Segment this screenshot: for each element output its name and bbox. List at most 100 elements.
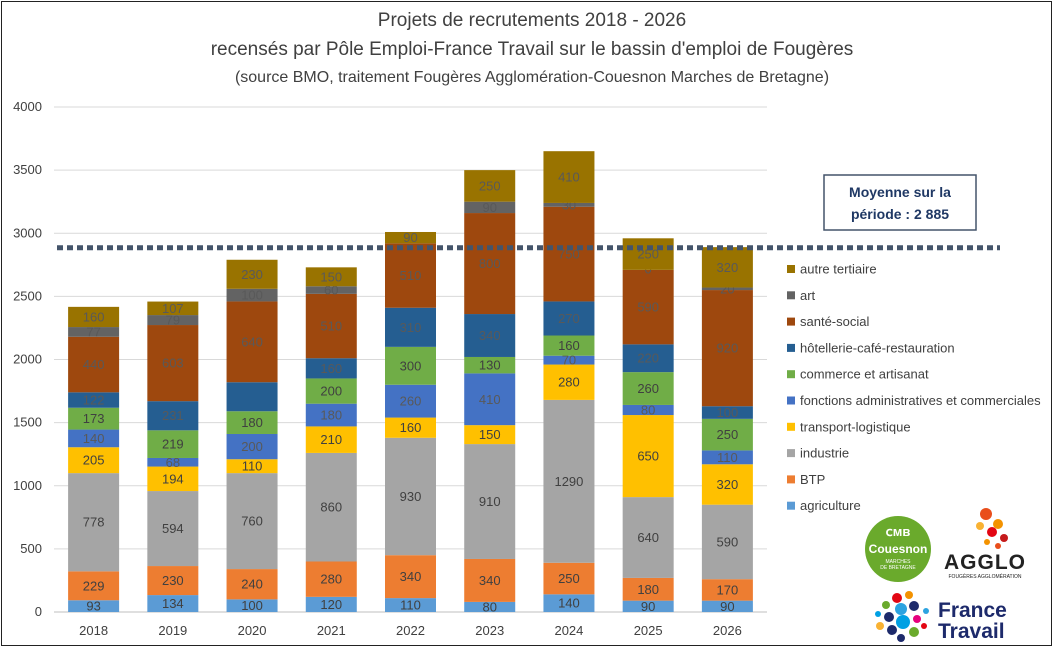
data-label: 930	[400, 489, 422, 504]
legend-swatch	[787, 370, 795, 379]
bar-segment	[68, 429, 120, 448]
france-travail-dot	[884, 612, 894, 622]
x-tick-label: 2025	[634, 623, 663, 638]
legend-item: hôtellerie-café-restauration	[787, 340, 955, 355]
legend-label: autre tertiaire	[800, 262, 877, 277]
bar-segment	[385, 417, 436, 438]
data-label: 90	[641, 599, 655, 614]
bar-segment	[622, 600, 674, 612]
france-travail-dot	[923, 608, 929, 614]
data-label: 230	[241, 267, 263, 282]
bar-segment	[226, 411, 278, 434]
legend-swatch	[787, 291, 795, 300]
data-label: 70	[562, 353, 576, 368]
data-label: 100	[241, 598, 263, 613]
bar-segment	[385, 346, 436, 385]
bar-segment	[226, 459, 278, 474]
france-travail-dot	[905, 591, 913, 599]
france-travail-dot	[909, 627, 919, 637]
couesnon-logo-circle	[865, 516, 931, 582]
x-tick-label: 2021	[317, 623, 346, 638]
bar-segment	[464, 558, 516, 602]
bar-segment	[305, 378, 357, 404]
agglo-dot	[993, 519, 1003, 529]
agglo-dot	[1000, 534, 1008, 542]
data-label: 750	[558, 247, 580, 262]
bar-segment	[385, 243, 436, 308]
y-axis: 0 500 1000 1500 2000 2500 3000 3500 4000	[13, 99, 42, 619]
data-label: 90	[482, 200, 496, 215]
bar-segment	[385, 555, 436, 599]
bar-segment	[464, 201, 516, 214]
data-label: 231	[162, 408, 184, 423]
data-label: 410	[479, 392, 501, 407]
y-tick-label: 500	[20, 541, 42, 556]
data-label: 200	[241, 439, 263, 454]
data-label: 800	[479, 256, 501, 271]
data-label: 1290	[554, 474, 583, 489]
x-tick-label: 2023	[475, 623, 504, 638]
bar-segment	[305, 452, 357, 562]
legend-item: commerce et artisanat	[787, 367, 929, 382]
france-travail-dot	[921, 623, 927, 629]
bar-segment	[68, 447, 120, 474]
data-label: 260	[400, 394, 422, 409]
data-label: 640	[241, 334, 263, 349]
data-label: 594	[162, 521, 184, 536]
bar-segment	[226, 473, 278, 570]
legend-label: santé-social	[800, 314, 869, 329]
data-label: 140	[83, 431, 105, 446]
legend-item: art	[787, 288, 816, 303]
data-label: 280	[558, 375, 580, 390]
bar-segment	[68, 473, 120, 572]
data-label: 130	[479, 358, 501, 373]
x-tick-label: 2019	[158, 623, 187, 638]
bar-segment	[464, 444, 516, 559]
data-label: 320	[717, 260, 739, 275]
data-label: 160	[400, 420, 422, 435]
bar-segment	[147, 301, 199, 316]
data-label: 280	[320, 572, 342, 587]
legend-item: autre tertiaire	[787, 262, 877, 277]
data-label: 260	[637, 381, 659, 396]
bar-segment	[305, 426, 357, 453]
france-travail-dot	[892, 593, 902, 603]
legend-label: industrie	[800, 446, 849, 461]
bar-segment	[68, 306, 120, 328]
bar-segment	[464, 314, 516, 357]
france-travail-line2: Travail	[938, 620, 1005, 643]
legend-swatch	[787, 265, 795, 273]
couesnon-logo-name: Couesnon	[869, 542, 928, 556]
bar-segment	[385, 598, 436, 612]
france-travail-dot	[876, 622, 884, 630]
agglo-logo: AGGLO FOUGÈRES AGGLOMÉRATION	[944, 508, 1025, 580]
data-label: 229	[83, 578, 105, 593]
y-tick-label: 1000	[13, 478, 42, 493]
bar-segment	[147, 466, 199, 492]
bar-segment	[464, 373, 516, 426]
bar-segment	[305, 596, 357, 612]
y-tick-label: 2000	[13, 352, 42, 367]
couesnon-logo-mark: ⅽᴍʙ	[886, 524, 911, 539]
x-axis: 2018 2019 2020 2021 2022 2023 2024 2025 2026	[79, 623, 742, 638]
bar-segment	[385, 437, 436, 556]
bar-segment	[147, 325, 199, 402]
france-travail-dot	[882, 601, 890, 609]
data-label: 68	[166, 455, 180, 470]
data-label: 210	[320, 432, 342, 447]
bar-segment	[385, 231, 436, 244]
legend-label: hôtellerie-café-restauration	[800, 340, 955, 355]
agglo-dot	[980, 508, 992, 520]
legend-item: fonctions administratives et commerciale…	[787, 393, 1041, 408]
data-label: 250	[479, 178, 501, 193]
data-label: 180	[637, 582, 659, 597]
bar-segment	[305, 267, 357, 287]
legend-swatch	[787, 501, 795, 510]
france-travail-dot	[895, 603, 907, 615]
data-label: 140	[558, 596, 580, 611]
bar-segment	[305, 561, 357, 597]
data-label: 173	[83, 411, 105, 426]
data-label: 650	[637, 449, 659, 464]
legend-swatch	[787, 396, 795, 405]
